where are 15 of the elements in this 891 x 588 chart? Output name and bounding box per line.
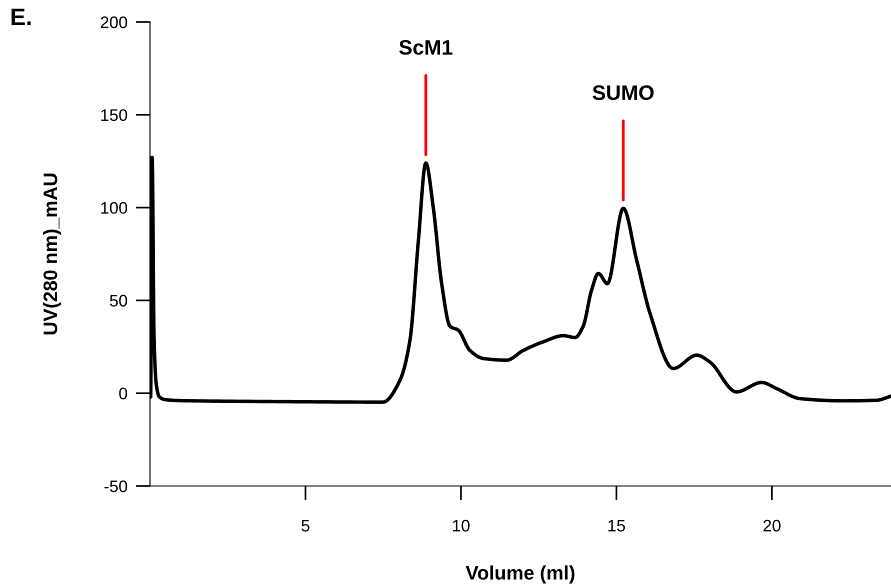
x-tick-label: 15: [608, 520, 625, 532]
annotation: ScM1: [399, 40, 452, 55]
x-tick-label: 10: [452, 520, 470, 532]
chart-title: E.: [12, 8, 31, 25]
annotation: SUMO: [592, 85, 654, 100]
y-tick-label: 50: [110, 294, 128, 307]
x-axis-title: Volume (ml): [466, 565, 574, 584]
y-tick-label: 100: [101, 202, 128, 214]
x-tick-label: 5: [302, 520, 310, 532]
y-tick-label: 200: [100, 16, 128, 28]
y-axis-title: UV(280 nm)_mAU: [42, 174, 62, 334]
y-tick-label: -50: [104, 480, 128, 492]
x-tick-label: 20: [763, 520, 781, 532]
y-tick-label: 150: [101, 109, 128, 122]
y-tick-label: 0: [119, 388, 128, 400]
